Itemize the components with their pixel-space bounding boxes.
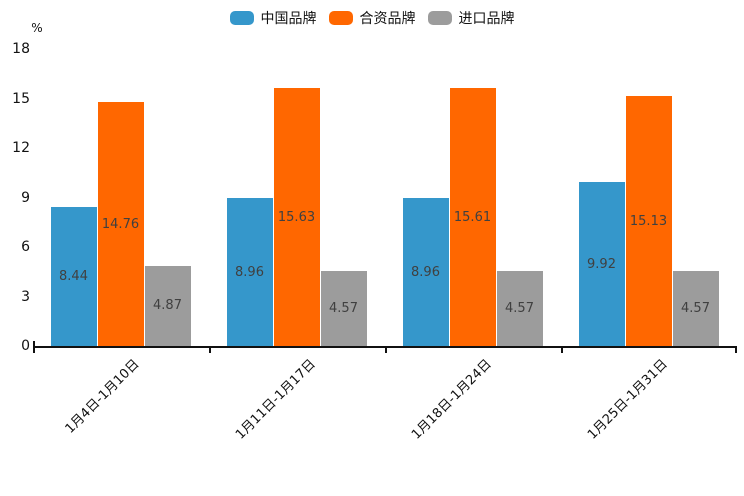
legend-swatch-china-brand [229, 11, 254, 25]
legend-item-china-brand[interactable]: 中国品牌 [229, 8, 317, 28]
bar-value-label: 8.44 [59, 268, 88, 284]
bar-import-brand-2[interactable]: 4.57 [320, 270, 367, 346]
chart-legend: 中国品牌 合资品牌 进口品牌 [0, 8, 744, 28]
y-axis-tick-label: 6 [21, 239, 30, 255]
x-axis-line [33, 346, 737, 348]
bar-value-label: 4.57 [329, 300, 358, 316]
y-axis-end-cap [33, 341, 35, 346]
bar-import-brand-1[interactable]: 4.87 [144, 265, 191, 346]
legend-label-china-brand: 中国品牌 [260, 11, 317, 27]
x-axis-tick [561, 348, 563, 353]
legend-swatch-joint-venture-brand [328, 11, 353, 25]
bar-value-label: 9.92 [587, 256, 616, 272]
legend-label-joint-venture-brand: 合资品牌 [359, 11, 416, 27]
bar-china-brand-1[interactable]: 8.44 [50, 206, 97, 346]
bar-import-brand-3[interactable]: 4.57 [496, 270, 543, 346]
x-axis-label: 1月11日-1月17日 [232, 356, 319, 443]
bar-value-label: 15.63 [277, 209, 316, 225]
bar-value-label: 14.76 [101, 216, 140, 232]
bar-joint-venture-brand-3[interactable]: 15.61 [449, 88, 496, 346]
legend-label-import-brand: 进口品牌 [458, 11, 515, 27]
bar-value-label: 8.96 [235, 264, 264, 280]
bar-china-brand-3[interactable]: 8.96 [402, 198, 449, 346]
bar-value-label: 4.57 [681, 300, 710, 316]
x-axis-label: 1月25日-1月31日 [584, 356, 671, 443]
y-axis-tick-label: 12 [12, 140, 30, 156]
y-axis-tick-label: 3 [21, 288, 30, 305]
x-axis-label: 1月4日-1月10日 [62, 356, 143, 437]
x-axis-tick [385, 348, 387, 353]
bar-joint-venture-brand-1[interactable]: 14.76 [97, 102, 144, 346]
x-axis-tick [735, 348, 737, 353]
bar-value-label: 15.61 [453, 209, 492, 225]
x-axis-label: 1月18日-1月24日 [408, 356, 495, 443]
legend-swatch-import-brand [427, 11, 452, 25]
y-axis-tick-label: 0 [21, 338, 30, 354]
bar-value-label: 4.87 [153, 298, 182, 314]
bar-joint-venture-brand-2[interactable]: 15.63 [273, 88, 320, 346]
y-axis-tick-label: 9 [21, 189, 30, 206]
y-axis-tick-label: 18 [12, 41, 30, 57]
bar-value-label: 4.57 [505, 300, 534, 316]
bar-china-brand-2[interactable]: 8.96 [226, 198, 273, 346]
bar-value-label: 8.96 [411, 264, 440, 280]
legend-item-joint-venture-brand[interactable]: 合资品牌 [328, 8, 416, 28]
legend-item-import-brand[interactable]: 进口品牌 [427, 8, 515, 28]
bar-china-brand-4[interactable]: 9.92 [578, 182, 625, 346]
x-axis-tick [33, 348, 35, 353]
y-axis-tick-label: 15 [12, 90, 30, 107]
y-axis-unit-label: % [31, 21, 43, 35]
bar-import-brand-4[interactable]: 4.57 [672, 270, 719, 346]
x-axis-tick [209, 348, 211, 353]
bar-value-label: 15.13 [629, 213, 668, 229]
bar-joint-venture-brand-4[interactable]: 15.13 [625, 96, 672, 346]
